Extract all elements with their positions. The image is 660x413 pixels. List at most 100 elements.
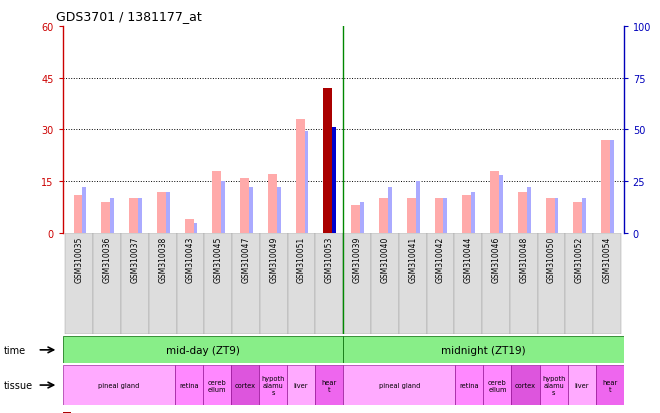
Text: midnight (ZT19): midnight (ZT19) [441, 345, 526, 355]
Bar [166, 192, 170, 233]
Bar [148, 233, 177, 335]
Bar [512, 366, 539, 405]
Bar [221, 182, 225, 233]
Text: GSM310040: GSM310040 [380, 236, 389, 282]
Bar [73, 195, 82, 233]
Bar [483, 366, 512, 405]
Bar [343, 366, 455, 405]
Text: hypoth
alamu
s: hypoth alamu s [261, 375, 284, 395]
Text: tissue: tissue [3, 380, 32, 390]
Bar [288, 233, 315, 335]
Text: GSM310039: GSM310039 [352, 236, 362, 282]
Text: GSM310045: GSM310045 [214, 236, 222, 282]
Bar [379, 199, 388, 233]
Bar [434, 199, 444, 233]
Text: hear
t: hear t [602, 379, 617, 392]
Bar [129, 199, 138, 233]
Bar [593, 233, 621, 335]
Text: GSM310046: GSM310046 [492, 236, 500, 282]
Bar [65, 233, 93, 335]
Text: GSM310048: GSM310048 [519, 236, 528, 282]
Bar [157, 192, 166, 233]
Text: cortex: cortex [234, 382, 255, 388]
Bar [213, 171, 221, 233]
Bar [482, 233, 510, 335]
Bar [595, 366, 624, 405]
Bar [499, 176, 503, 233]
Bar [315, 366, 343, 405]
Text: cortex: cortex [515, 382, 536, 388]
Bar [63, 366, 175, 405]
Text: GSM310036: GSM310036 [103, 236, 112, 282]
Text: GSM310037: GSM310037 [131, 236, 139, 282]
Bar [175, 366, 203, 405]
Bar [259, 366, 287, 405]
Text: liver: liver [574, 382, 589, 388]
Bar [305, 132, 308, 233]
Bar [268, 175, 277, 233]
Bar [82, 188, 86, 233]
Bar [287, 366, 315, 405]
Text: GSM310049: GSM310049 [269, 236, 279, 282]
Bar [315, 233, 343, 335]
Bar [193, 223, 197, 233]
Text: GSM310041: GSM310041 [408, 236, 417, 282]
Bar [510, 233, 538, 335]
Bar [205, 233, 232, 335]
Text: GSM310053: GSM310053 [325, 236, 334, 282]
Text: GSM310052: GSM310052 [575, 236, 583, 282]
Text: cereb
ellum: cereb ellum [208, 379, 226, 392]
Bar [610, 140, 614, 233]
Text: hear
t: hear t [321, 379, 337, 392]
Bar [454, 233, 482, 335]
Text: GSM310043: GSM310043 [186, 236, 195, 282]
Text: pineal gland: pineal gland [379, 382, 420, 388]
Bar [546, 199, 554, 233]
Text: GSM310038: GSM310038 [158, 236, 167, 282]
Bar [407, 199, 416, 233]
Bar [277, 188, 280, 233]
Bar [490, 171, 499, 233]
Bar [138, 198, 142, 233]
Text: retina: retina [459, 382, 479, 388]
Text: cereb
ellum: cereb ellum [488, 379, 507, 392]
Bar [185, 220, 193, 233]
Bar [343, 337, 624, 363]
Text: GSM310050: GSM310050 [547, 236, 556, 282]
Text: GSM310051: GSM310051 [297, 236, 306, 282]
Bar [539, 366, 568, 405]
Text: mid-day (ZT9): mid-day (ZT9) [166, 345, 240, 355]
Bar [471, 192, 475, 233]
Text: GSM310035: GSM310035 [75, 236, 84, 282]
Bar [343, 233, 371, 335]
Bar [574, 202, 582, 233]
Bar [426, 233, 454, 335]
Text: retina: retina [179, 382, 199, 388]
Bar [249, 188, 253, 233]
Bar [351, 206, 360, 233]
Text: GDS3701 / 1381177_at: GDS3701 / 1381177_at [56, 10, 202, 23]
Bar [93, 233, 121, 335]
Bar [296, 120, 305, 233]
Bar [232, 233, 260, 335]
Bar [203, 366, 231, 405]
Bar [601, 140, 610, 233]
Bar [240, 178, 249, 233]
Bar [110, 198, 114, 233]
Bar [444, 198, 447, 233]
Text: GSM310047: GSM310047 [242, 236, 251, 282]
Bar [121, 233, 148, 335]
Text: hypoth
alamu
s: hypoth alamu s [542, 375, 565, 395]
Bar [388, 188, 392, 233]
Bar [399, 233, 426, 335]
Bar [177, 233, 205, 335]
Bar [554, 198, 558, 233]
Text: GSM310054: GSM310054 [603, 236, 612, 282]
Bar [518, 192, 527, 233]
Bar [323, 89, 333, 233]
Bar [582, 198, 586, 233]
Text: GSM310042: GSM310042 [436, 236, 445, 282]
Bar [568, 366, 595, 405]
Bar [231, 366, 259, 405]
Bar [463, 195, 471, 233]
